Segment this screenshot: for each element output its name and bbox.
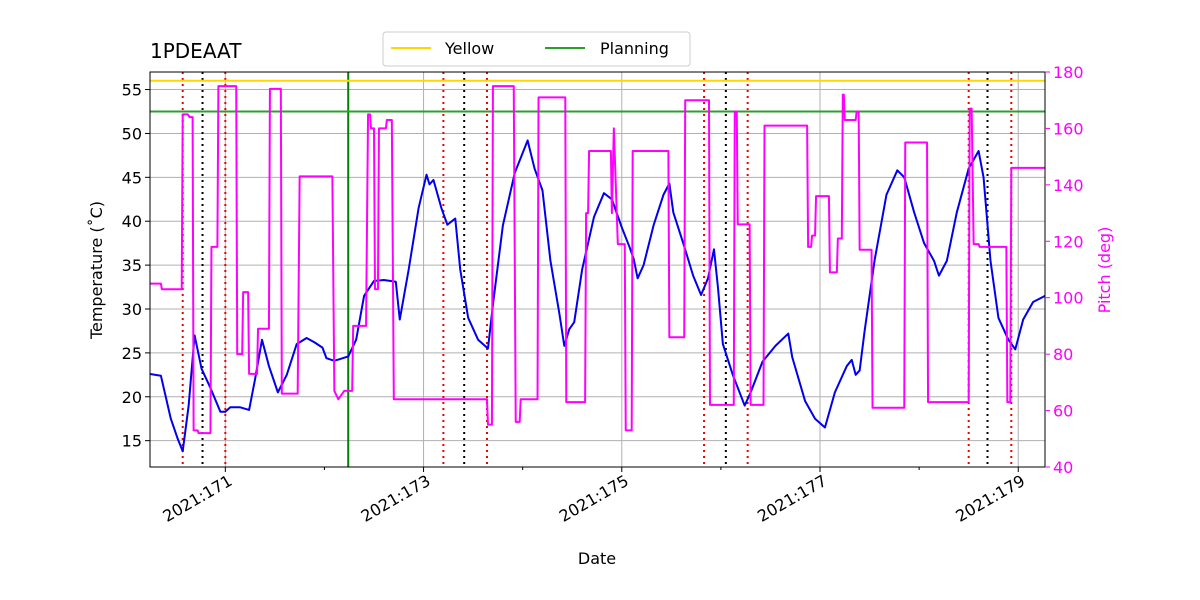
- x-tick-label: 2021:175: [556, 471, 632, 526]
- y2-tick-label: 160: [1053, 119, 1084, 138]
- y-axis-title: Temperature (˚C): [87, 201, 106, 340]
- x-tick-label: 2021:177: [754, 471, 830, 526]
- ticks: 2021:171 2021:173 2021:175 2021:177 2021:179…: [122, 63, 1084, 526]
- y2-tick-label: 180: [1053, 63, 1084, 82]
- limit-lines: [150, 79, 1045, 113]
- legend: Yellow Planning: [382, 31, 691, 67]
- series-group: [150, 85, 1045, 453]
- y2-axis-title: Pitch (deg): [1095, 227, 1114, 314]
- plot-frame: [149, 71, 1046, 468]
- y-tick-label: 20: [122, 388, 142, 407]
- y-tick-label: 35: [122, 256, 142, 275]
- x-tick-label: 2021:171: [159, 471, 235, 526]
- chart-title: 1PDEAAT: [150, 39, 242, 63]
- legend-box: [382, 31, 691, 67]
- y2-tick-label: 80: [1053, 345, 1073, 364]
- grid: [150, 72, 1045, 467]
- y-tick-label: 50: [122, 124, 142, 143]
- y2-tick-label: 60: [1053, 402, 1073, 421]
- temperature-series-line: [150, 139, 1045, 453]
- x-tick-label: 2021:179: [952, 471, 1028, 526]
- plot-area: [150, 85, 1045, 453]
- y2-tick-label: 120: [1053, 232, 1084, 251]
- y-tick-label: 55: [122, 81, 142, 100]
- y2-tick-label: 100: [1053, 289, 1084, 308]
- y-tick-label: 30: [122, 300, 142, 319]
- y2-tick-label: 140: [1053, 176, 1084, 195]
- x-tick-label: 2021:173: [358, 471, 434, 526]
- y2-tick-label: 40: [1053, 458, 1073, 477]
- event-lines: [181, 72, 1013, 467]
- y-tick-label: 40: [122, 212, 142, 231]
- y-tick-label: 45: [122, 168, 142, 187]
- x-axis-title: Date: [578, 549, 616, 568]
- y-tick-label: 15: [122, 432, 142, 451]
- y-tick-label: 25: [122, 344, 142, 363]
- pitch-series-line: [150, 85, 1045, 435]
- legend-label-planning: Planning: [600, 39, 669, 58]
- legend-label-yellow: Yellow: [444, 39, 494, 58]
